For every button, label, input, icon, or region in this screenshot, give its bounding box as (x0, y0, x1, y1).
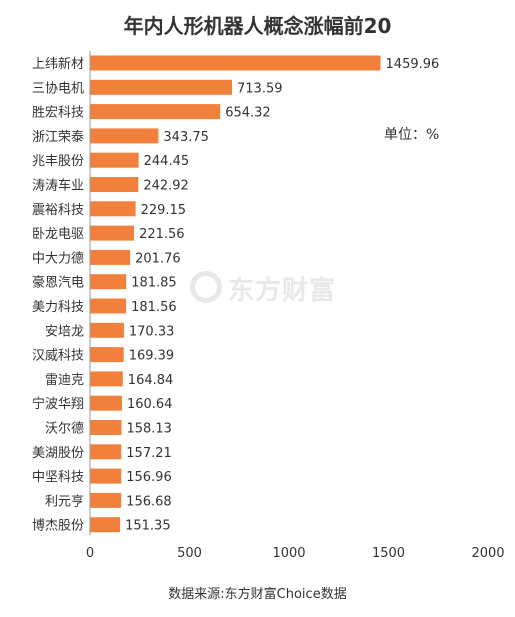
x-tick-label: 500 (177, 546, 202, 561)
bar (90, 468, 122, 484)
category-label: 博杰股份 (32, 519, 84, 534)
value-label: 157.21 (126, 446, 172, 461)
value-label: 244.45 (144, 154, 190, 169)
category-label: 卧龙电驱 (32, 227, 84, 242)
value-label: 156.96 (126, 470, 172, 485)
value-label: 713.59 (237, 81, 282, 96)
bar (90, 444, 122, 460)
bar (90, 492, 122, 508)
value-label: 221.56 (139, 227, 185, 242)
category-label: 中大力德 (32, 251, 84, 266)
value-label: 1459.96 (386, 57, 440, 72)
bar (90, 201, 136, 217)
category-label: 沃尔德 (45, 422, 84, 437)
x-tick-label: 1000 (272, 546, 305, 561)
watermark-logo-icon (190, 271, 222, 303)
category-label: 兆丰股份 (32, 154, 84, 169)
value-label: 164.84 (128, 373, 174, 388)
bar (90, 517, 121, 533)
x-axis: 0 500 1000 1500 2000 (86, 51, 505, 561)
bar (90, 249, 131, 265)
bar (90, 104, 221, 120)
category-label: 豪恩汽电 (32, 275, 84, 291)
bar (90, 79, 233, 95)
bar (90, 347, 124, 363)
value-label: 343.75 (163, 130, 209, 145)
bar (90, 55, 381, 71)
x-tick-label: 0 (86, 546, 94, 561)
category-label: 安培龙 (45, 323, 84, 339)
value-label: 654.32 (225, 106, 271, 121)
category-label: 宁波华翔 (32, 396, 84, 412)
value-label: 229.15 (141, 203, 187, 218)
category-label: 美力科技 (32, 300, 84, 315)
category-label: 美湖股份 (32, 446, 84, 461)
bar (90, 152, 139, 168)
category-label: 震裕科技 (32, 203, 84, 218)
source-note: 数据来源:东方财富Choice数据 (168, 587, 347, 602)
bar (90, 322, 124, 338)
watermark: 东方财富 (190, 270, 336, 307)
x-tick-label: 2000 (471, 546, 504, 561)
bars-layer (90, 55, 381, 533)
bar (90, 395, 122, 411)
unit-label: 单位：% (384, 127, 440, 143)
bar (90, 371, 123, 387)
labels-layer: 上纬新材 1459.96 三协电机 713.59 胜宏科技 654.32 浙江荣泰 343.7… (32, 56, 439, 534)
value-label: 242.92 (143, 179, 189, 194)
value-label: 156.68 (126, 494, 172, 509)
value-label: 181.85 (131, 276, 177, 291)
category-label: 利元亨 (45, 493, 84, 509)
category-label: 浙江荣泰 (32, 130, 84, 145)
chart-title: 年内人形机器人概念涨幅前20 (123, 14, 392, 38)
bar (90, 177, 139, 192)
category-label: 雷迪克 (45, 373, 84, 388)
bar (90, 274, 127, 290)
bar (90, 128, 159, 144)
bar (90, 298, 127, 314)
value-label: 181.56 (131, 300, 177, 315)
category-label: 三协电机 (32, 81, 84, 96)
value-label: 169.39 (129, 349, 175, 364)
value-label: 151.35 (125, 519, 171, 534)
category-label: 中坚科技 (32, 470, 84, 485)
value-label: 158.13 (126, 422, 171, 437)
category-label: 上纬新材 (32, 56, 84, 72)
bar (90, 420, 122, 435)
x-tick-label: 1500 (372, 546, 405, 561)
value-label: 201.76 (135, 251, 181, 266)
category-label: 汉威科技 (32, 349, 84, 364)
category-label: 涛涛车业 (32, 178, 84, 194)
category-label: 胜宏科技 (32, 106, 84, 121)
value-label: 170.33 (129, 324, 175, 339)
value-label: 160.64 (127, 397, 173, 412)
watermark-text: 东方财富 (228, 276, 337, 306)
bar (90, 225, 135, 241)
